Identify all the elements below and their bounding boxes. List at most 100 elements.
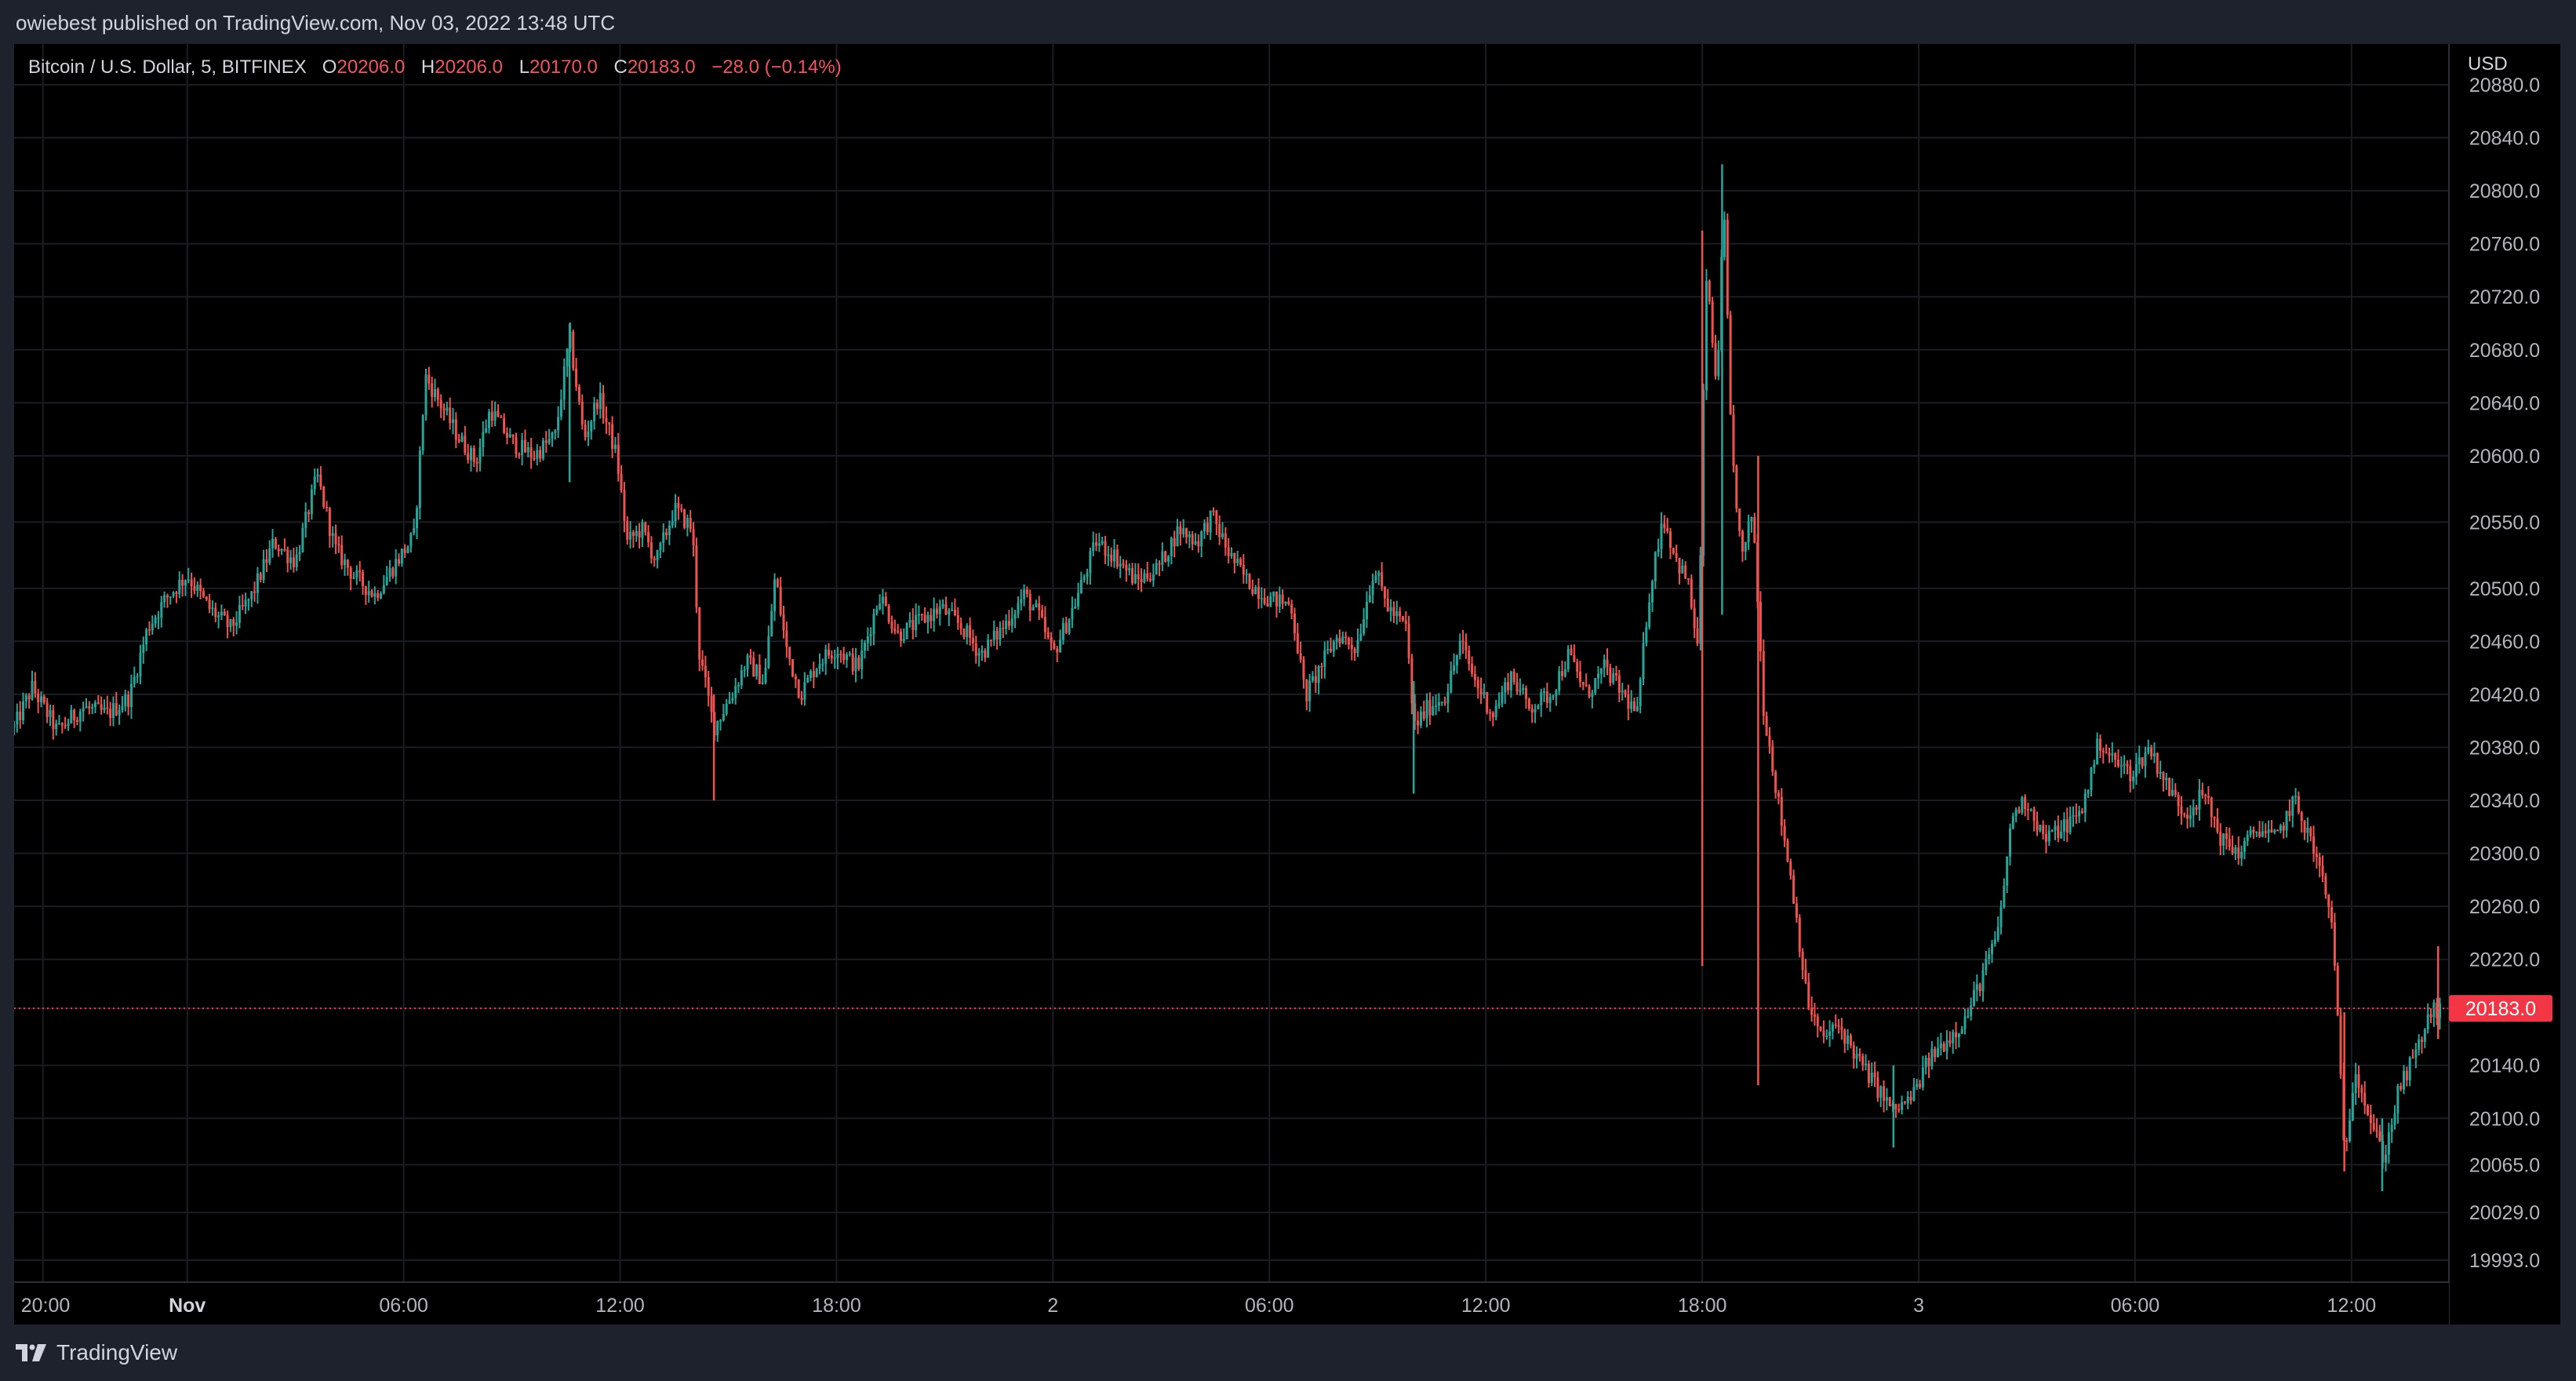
candle-body xyxy=(464,435,467,454)
candle-body xyxy=(93,702,96,708)
candle-body xyxy=(1617,675,1621,693)
candle-body xyxy=(1927,1058,1930,1066)
candle-body xyxy=(1603,659,1606,669)
candle-body xyxy=(109,709,112,719)
candle-body xyxy=(602,392,605,418)
candle-body xyxy=(764,667,767,683)
candle-body xyxy=(710,695,713,712)
price-axis: 19993.0 20029.0 20065.0 20100.0 20140.0 20220… xyxy=(2449,75,2552,1272)
candle-body xyxy=(292,557,295,567)
candlestick-chart[interactable]: 19993.0 20029.0 20065.0 20100.0 20140.0 20220… xyxy=(13,44,2560,1325)
candle-body xyxy=(1723,220,1726,257)
candle-body xyxy=(1239,559,1242,565)
candle-body xyxy=(541,440,544,459)
candle-body xyxy=(1519,690,1522,692)
candle-body xyxy=(2252,829,2255,833)
candle-body xyxy=(584,425,587,438)
candle-body xyxy=(1621,690,1624,693)
candle-body xyxy=(295,554,298,567)
candle-body xyxy=(2267,829,2270,833)
candle-body xyxy=(2083,793,2087,813)
candle-body xyxy=(2279,825,2282,831)
candle-body xyxy=(566,348,569,366)
candle-body xyxy=(364,585,367,596)
candle-body xyxy=(1975,984,1978,990)
candle-body xyxy=(181,579,184,586)
candle-body xyxy=(1200,531,1203,547)
tradingview-logo[interactable]: TradingView xyxy=(16,1340,177,1365)
candle-body xyxy=(1317,665,1320,683)
candle-body xyxy=(1281,594,1284,604)
candle-body xyxy=(2387,1131,2390,1155)
candle-body xyxy=(1948,1040,1952,1044)
candle-body xyxy=(1708,280,1711,302)
candle-body xyxy=(875,609,879,614)
candle-body xyxy=(1912,1087,1916,1101)
candle-body xyxy=(256,573,259,593)
candle-body xyxy=(1934,1048,1937,1058)
candle-body xyxy=(382,585,385,594)
candle-body xyxy=(938,607,941,614)
candle-body xyxy=(1263,598,1266,604)
candle-body xyxy=(1399,611,1402,617)
candle-body xyxy=(2006,856,2009,886)
candle-body xyxy=(1152,574,1155,581)
candle-body xyxy=(1218,523,1221,537)
candle-body xyxy=(1581,681,1585,685)
candle-body xyxy=(1642,643,1645,680)
candle-body xyxy=(21,701,24,720)
candle-body xyxy=(1386,598,1389,612)
candle-body xyxy=(1110,554,1113,562)
candle-body xyxy=(1215,510,1218,524)
candle-body xyxy=(1450,670,1453,693)
candle-body xyxy=(217,615,220,618)
candle-body xyxy=(1555,690,1558,696)
candle-body xyxy=(1991,944,1994,955)
price-tick-label: 20720.0 xyxy=(2469,286,2540,308)
candle-body xyxy=(668,525,671,535)
candle-body xyxy=(250,591,253,599)
candle-body xyxy=(1750,516,1753,522)
symbol-name: Bitcoin / U.S. Dollar, 5, BITFINEX xyxy=(28,56,307,78)
candle-body xyxy=(803,682,806,700)
candle-body xyxy=(951,609,954,611)
candle-body xyxy=(2011,816,2014,829)
price-tick-label: 20680.0 xyxy=(2469,340,2540,362)
candle-body xyxy=(91,707,94,709)
candle-body xyxy=(1828,1031,1832,1036)
candle-body xyxy=(2009,828,2012,857)
candle-body xyxy=(1056,648,1059,653)
candle-body xyxy=(238,605,241,623)
candle-body xyxy=(377,593,380,599)
candle-body xyxy=(629,531,632,540)
candle-body xyxy=(2186,814,2189,819)
candle-body xyxy=(313,476,316,490)
candle-body xyxy=(289,557,293,563)
candle-body xyxy=(2408,1057,2411,1080)
candle-body xyxy=(1050,637,1053,643)
candle-body xyxy=(326,506,329,508)
candle-body xyxy=(1061,622,1064,640)
candle-body xyxy=(872,614,875,635)
candle-body xyxy=(487,412,490,428)
candle-body xyxy=(935,608,938,614)
candle-body xyxy=(981,650,984,654)
candle-body xyxy=(187,579,190,581)
candle-body xyxy=(1137,574,1140,579)
candle-body xyxy=(64,725,67,727)
candle-body xyxy=(1801,951,1804,971)
chart-area[interactable]: 19993.0 20029.0 20065.0 20100.0 20140.0 20220… xyxy=(13,44,2560,1325)
candle-body xyxy=(836,654,839,658)
candle-body xyxy=(2306,827,2309,833)
candle-body xyxy=(121,706,124,710)
candle-body xyxy=(575,368,578,387)
candle-body xyxy=(1356,640,1359,654)
candle-body xyxy=(1041,610,1044,618)
candle-body xyxy=(551,432,554,439)
candle-body xyxy=(190,579,193,587)
candle-body xyxy=(2393,1113,2396,1125)
symbol-legend: Bitcoin / U.S. Dollar, 5, BITFINEX O2020… xyxy=(28,56,842,78)
candle-body xyxy=(1407,623,1410,658)
candle-body xyxy=(1046,632,1050,638)
candle-body xyxy=(439,399,442,409)
